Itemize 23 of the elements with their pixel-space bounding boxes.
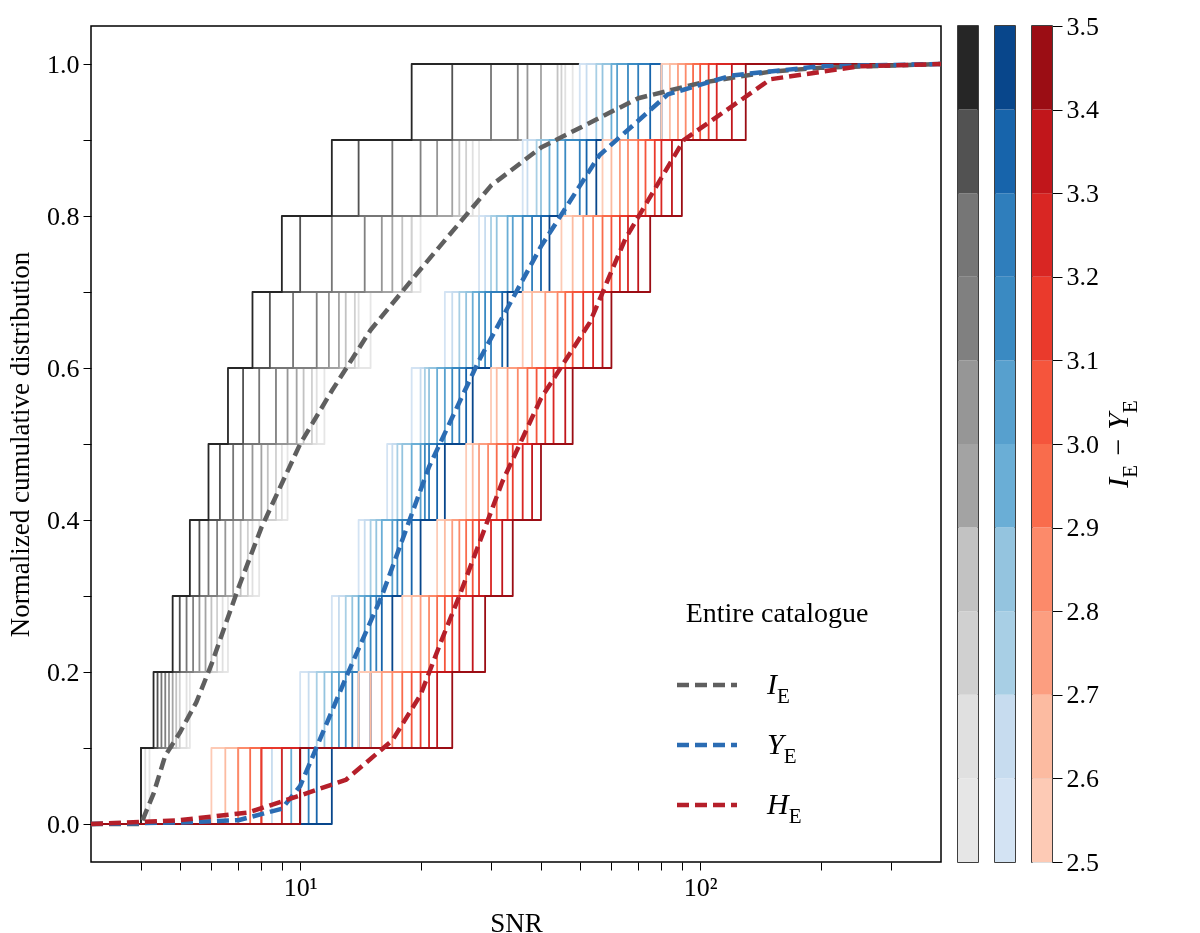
y-tick-label: 0.4 — [47, 505, 80, 535]
color-bar-label: 3.3 — [1066, 178, 1099, 208]
color-bar-label: 2.6 — [1066, 763, 1099, 793]
color-bar-label: 3.2 — [1066, 262, 1099, 292]
y-tick-label: 0.0 — [47, 809, 80, 839]
x-axis-title: SNR — [490, 907, 543, 933]
y-tick-label: 0.6 — [47, 353, 80, 383]
x-tick-label: 10¹ — [283, 872, 318, 902]
color-bar-label: 2.9 — [1066, 513, 1099, 543]
color-bar-label: 2.7 — [1066, 680, 1099, 710]
y-tick-label: 0.2 — [47, 657, 80, 687]
color-bar-title: IE − YE — [1101, 400, 1142, 489]
x-tick-label: 10² — [683, 872, 718, 902]
color-bar-label: 3.5 — [1066, 11, 1099, 41]
color-bar-label: 2.8 — [1066, 596, 1099, 626]
y-tick-label: 1.0 — [47, 49, 80, 79]
y-axis-title: Normalized cumulative distribution — [5, 251, 35, 638]
color-bar-label: 3.1 — [1066, 345, 1099, 375]
color-bar-label: 2.5 — [1066, 847, 1099, 877]
y-tick-label: 0.8 — [47, 201, 80, 231]
legend-title: Entire catalogue — [685, 597, 869, 628]
color-bar-label: 3.4 — [1066, 95, 1099, 125]
color-bar-label: 3.0 — [1066, 429, 1099, 459]
